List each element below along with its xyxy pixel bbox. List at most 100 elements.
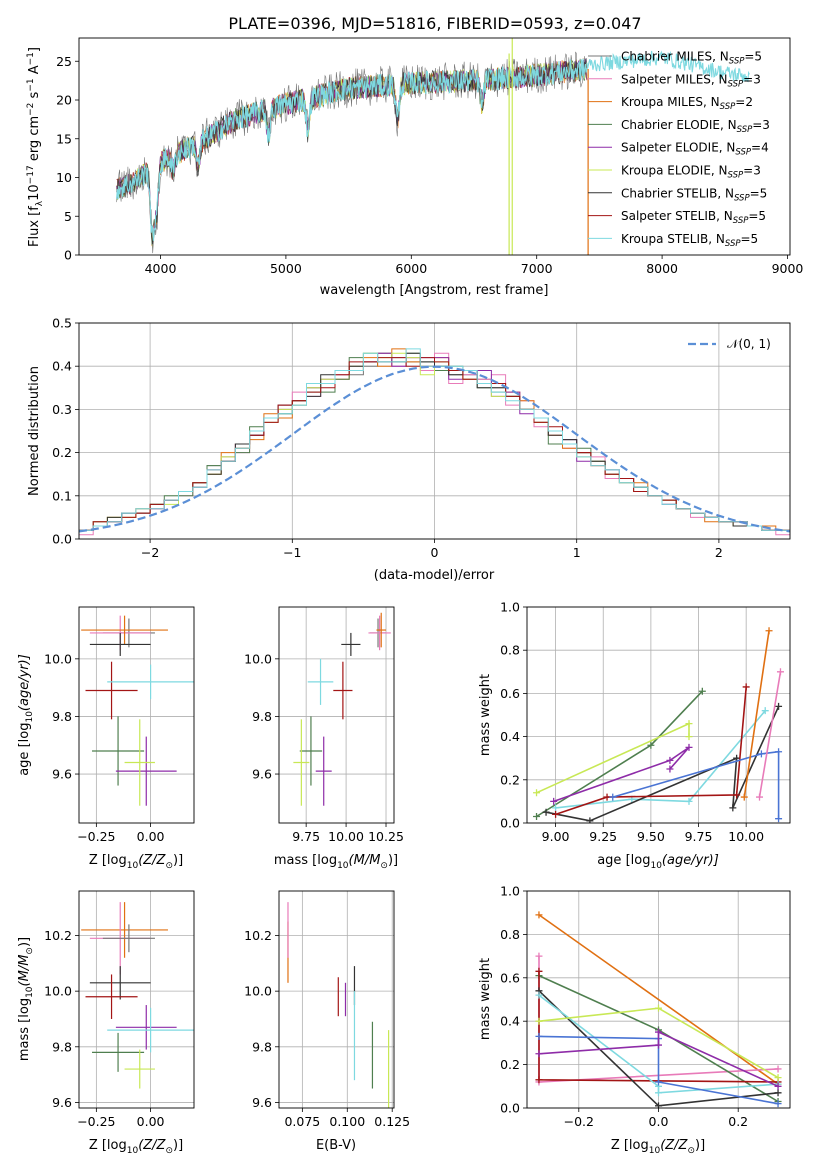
series-salpeter_elodie	[550, 743, 693, 805]
point-marker	[774, 1100, 782, 1108]
series-line	[538, 1035, 779, 1105]
legend-label: Kroupa STELIB, NSSP=5	[621, 232, 758, 249]
point-marker	[757, 750, 765, 758]
point-marker	[698, 687, 706, 695]
x-tick-label: 8000	[646, 261, 678, 276]
y-tick-label: 0.2	[500, 772, 520, 787]
point-marker	[685, 720, 693, 728]
axes-frame	[526, 606, 791, 824]
y-axis-label: mass weight	[478, 674, 493, 756]
point-marker	[774, 1065, 782, 1073]
y-tick-label: 1.0	[500, 884, 520, 899]
point-marker	[535, 952, 543, 960]
x-tick-label: 10.00	[328, 829, 364, 844]
x-tick-label: 0.125	[374, 1114, 410, 1129]
x-tick-label: 0.2	[728, 1114, 748, 1129]
series-line	[555, 686, 747, 816]
errorbar-chabrier_stelib	[89, 632, 151, 656]
point-marker	[685, 743, 693, 751]
y-tick-label: 10.0	[44, 984, 72, 999]
errorbar-kroupa_elodie	[293, 719, 310, 806]
x-tick-label: 2	[715, 545, 723, 560]
y-tick-label: 9.8	[252, 709, 272, 724]
series-kroupa_miles	[740, 627, 773, 801]
x-tick-label: 9.25	[589, 829, 617, 844]
point-marker	[535, 967, 543, 975]
y-tick-label: 0.0	[500, 816, 520, 831]
x-tick-label: −2	[141, 545, 159, 560]
y-tick-label: 0.2	[52, 445, 72, 460]
series-blue_line	[609, 748, 783, 823]
y-tick-label: 0.4	[500, 729, 520, 744]
legend-label-gaussian: 𝒩(0, 1)	[727, 337, 771, 351]
x-axis-label: Z [log10(Z/Z⊙)]	[89, 1138, 183, 1156]
errorbar-salpeter_elodie	[115, 1005, 177, 1050]
y-tick-label: 10.0	[244, 651, 272, 666]
weight-vs-z-panel: −0.2 0.0 0.2 0.0 0.2 0.4 0.6 0.8 1.0 Z [log10(Z/Z…	[478, 884, 791, 1156]
x-axis-label: (data-model)/error	[374, 568, 495, 583]
legend-label: Kroupa ELODIE, NSSP=3	[621, 164, 761, 181]
y-tick-label: 10.0	[244, 984, 272, 999]
y-tick-label: 10	[56, 170, 72, 185]
x-tick-label: −0.25	[77, 829, 115, 844]
x-tick-label: 0.00	[137, 829, 165, 844]
x-axis-label: Z [log10(Z/Z⊙)]	[611, 1138, 705, 1156]
point-marker	[535, 1076, 543, 1084]
errorbar-kroupa_stelib	[107, 664, 194, 700]
errorbar-salpeter_stelib	[333, 661, 353, 720]
series-line	[538, 914, 779, 1085]
point-marker	[655, 1078, 662, 1086]
age-vs-mass-panel: 9.75 10.00 10.25 9.6 9.8 10.0 mass [log10(M/M⊙…	[244, 606, 404, 871]
axes-frame	[78, 606, 195, 824]
mass-vs-ebv-panel: 0.075 0.100 0.125 9.6 9.8 10.0 10.2 E(B-V)	[244, 890, 410, 1153]
point-marker	[655, 1089, 662, 1097]
y-tick-label: 1.0	[500, 600, 520, 615]
x-axis-label: wavelength [Angstrom, rest frame]	[320, 283, 549, 298]
x-tick-label: 9.75	[685, 829, 713, 844]
x-tick-label: 9.00	[542, 829, 570, 844]
errorbar-kroupa_elodie	[124, 719, 155, 806]
y-tick-label: 0.1	[52, 488, 72, 503]
series-line	[536, 690, 703, 818]
y-axis-label: Flux [fλ10−17 erg cm−2 s−1 A−1]	[26, 47, 45, 247]
errorbar-chabrier_miles	[102, 924, 155, 953]
histogram-series	[79, 348, 790, 539]
point-marker	[774, 1089, 782, 1097]
residuals-panel: −2 −1 0 1 2 0.0 0.1 0.2 0.3 0.4 0.5 𝒩(0, 1) (data-mo…	[27, 316, 791, 583]
gaussian-curve	[79, 365, 790, 533]
point-marker	[535, 1017, 543, 1025]
point-marker	[776, 668, 784, 676]
y-tick-label: 9.8	[52, 709, 72, 724]
point-marker	[685, 733, 693, 741]
y-tick-label: 20	[56, 93, 72, 108]
y-axis-label: mass [log10(M/M⊙)]	[17, 937, 35, 1061]
point-marker	[586, 817, 594, 823]
point-marker	[533, 789, 541, 797]
y-tick-label: 9.6	[252, 1095, 272, 1110]
x-tick-label: 7000	[521, 261, 553, 276]
point-marker	[535, 911, 543, 919]
spectrum-panel: 4000 5000 6000 7000 8000 9000 0 5 10 15 20 25 wavele…	[26, 37, 803, 298]
errorbar-salpeter_stelib	[85, 661, 138, 720]
y-tick-label: 10.2	[244, 928, 272, 943]
axes-frame	[278, 606, 395, 824]
y-tick-label: 0.8	[500, 927, 520, 942]
point-marker	[550, 797, 558, 805]
y-tick-label: 15	[56, 131, 72, 146]
x-tick-label: 6000	[395, 261, 427, 276]
x-tick-label: −0.2	[564, 1114, 594, 1129]
errorbar-kroupa_stelib	[107, 1007, 194, 1053]
y-tick-label: 0.0	[500, 1101, 520, 1116]
point-marker	[647, 741, 655, 749]
weight-vs-age-panel: 9.00 9.25 9.50 9.75 10.00 0.0 0.2 0.4 0.6 0.8 1.0 a…	[478, 600, 791, 871]
y-tick-label: 10.0	[44, 651, 72, 666]
errorbar-chabrier_stelib	[341, 632, 361, 656]
point-marker	[733, 791, 741, 799]
point-marker	[655, 1028, 662, 1036]
axes-frame	[526, 890, 791, 1109]
series-kroupa_elodie	[533, 720, 693, 797]
point-marker	[775, 815, 783, 823]
point-marker	[535, 1050, 543, 1058]
errorbar-kroupa_miles	[81, 615, 168, 645]
legend-label: Salpeter MILES, NSSP=3	[621, 72, 761, 89]
